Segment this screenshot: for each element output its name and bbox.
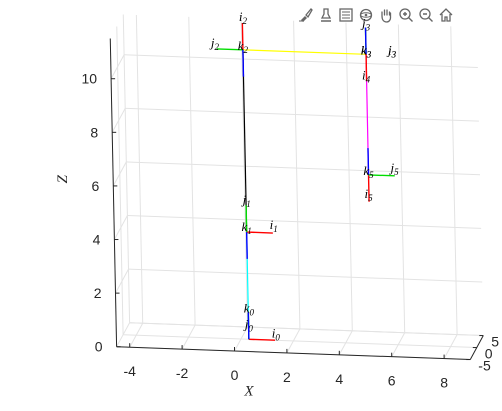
- home-button[interactable]: [436, 5, 455, 24]
- x-tick-label: 4: [335, 371, 343, 387]
- zoom-in-button[interactable]: [396, 5, 415, 24]
- x-tick-label: -2: [176, 365, 189, 381]
- x-tick-label: 6: [388, 373, 396, 389]
- grid-line: [126, 161, 481, 176]
- grid-line: [125, 107, 479, 122]
- coordinate-frame: i4 j3 k3: [360, 15, 372, 84]
- x-tick-label: 2: [283, 369, 291, 385]
- rotate-3d-icon: [359, 8, 372, 21]
- z-axis-line: [109, 38, 118, 347]
- frame-axis-k: [364, 27, 367, 55]
- z-tick-label: 6: [92, 178, 100, 194]
- frame-label-i: i5: [364, 186, 373, 203]
- x-axis-line: [116, 346, 471, 361]
- home-icon: [439, 7, 452, 22]
- brush-button[interactable]: [296, 5, 315, 24]
- frame-label-i: i1: [270, 217, 278, 234]
- grid-line: [122, 14, 131, 323]
- z-axis-title: Z: [55, 174, 71, 183]
- legend-button[interactable]: [336, 5, 355, 24]
- zoom-out-icon: [418, 7, 433, 22]
- grid-line: [124, 54, 478, 69]
- z-tick-label: 10: [82, 71, 98, 87]
- legend-icon: [338, 7, 353, 22]
- frame-axis-j: [216, 48, 243, 51]
- frame-label-j: j3: [360, 15, 371, 32]
- frame-label-k: k2: [238, 38, 249, 55]
- z-tick-label: 8: [90, 124, 98, 140]
- brush-icon: [298, 7, 313, 22]
- z-tick-label: 2: [94, 285, 102, 301]
- grid-line: [123, 334, 477, 349]
- frame-label-i: i3: [388, 42, 397, 59]
- frame-label-k: k5: [363, 163, 374, 180]
- frame-label-j: j3: [386, 42, 397, 59]
- x-tick-label: -4: [123, 363, 136, 379]
- grid-line: [116, 26, 124, 335]
- grid-line: [293, 20, 301, 329]
- pan-button[interactable]: [376, 5, 395, 24]
- z-tick-label: 4: [93, 232, 101, 248]
- y-tick-label: 0: [485, 346, 493, 362]
- x-axis-title: X: [243, 384, 254, 400]
- x-tick-label: 0: [231, 367, 239, 383]
- rotate-3d-button[interactable]: [356, 5, 375, 24]
- frame-axis-k: [245, 232, 248, 259]
- frame-label-k: k3: [361, 42, 372, 59]
- zoom-out-button[interactable]: [416, 5, 435, 24]
- frame-axis-i: [367, 174, 370, 202]
- link-segment: [242, 49, 248, 233]
- zoom-in-icon: [398, 7, 413, 22]
- grid-line: [397, 24, 406, 333]
- link-segment: [242, 49, 367, 55]
- frame-label-j: j1: [241, 192, 251, 209]
- frame-label-i: i2: [239, 9, 248, 26]
- data-tips-icon: [320, 7, 331, 22]
- coordinate-frame: i2 j2 k2: [209, 9, 249, 77]
- frame-label-j: j2: [209, 35, 220, 52]
- frame-label-k: k3: [361, 42, 372, 59]
- frame-axis-i: [365, 54, 368, 82]
- frame-axis-k: [242, 49, 245, 77]
- frame-label-i: i0: [272, 325, 281, 342]
- frame-axis-j: [368, 174, 395, 177]
- x-tick-label: 8: [440, 375, 448, 391]
- frame-axis-i: [246, 231, 273, 234]
- grid-line: [128, 268, 483, 283]
- grid-line: [135, 14, 144, 324]
- grid: [109, 14, 484, 361]
- frame-label-i: i4: [362, 67, 371, 84]
- frame-axis-j: [245, 205, 248, 233]
- grid-line: [345, 22, 353, 331]
- y-tick-label: 5: [491, 334, 499, 350]
- frame-axis-i: [248, 338, 276, 341]
- grid-line: [450, 26, 458, 335]
- frame-axis-i: [241, 23, 244, 50]
- coordinate-frame: i1 j1 k1: [241, 192, 278, 259]
- coordinate-frame: i5 j5 k5: [363, 148, 399, 203]
- grid-line: [127, 215, 482, 229]
- z-tick-label: 0: [95, 339, 103, 355]
- pan-icon: [380, 8, 391, 23]
- data-tips-button[interactable]: [316, 5, 335, 24]
- frame-label-k: k0: [244, 300, 255, 317]
- y-tick-label: -5: [478, 358, 491, 374]
- grid-line: [188, 16, 196, 326]
- grid-line: [129, 322, 484, 337]
- axes: [109, 38, 484, 361]
- figure-toolbar: [296, 5, 455, 25]
- frame-label-k: k1: [242, 219, 252, 236]
- grid-line: [240, 18, 248, 328]
- frame-label-j: j0: [243, 316, 254, 333]
- frame-axis-k: [247, 312, 250, 340]
- frame-axis-k: [367, 148, 370, 175]
- frame-label-j: j5: [388, 160, 399, 177]
